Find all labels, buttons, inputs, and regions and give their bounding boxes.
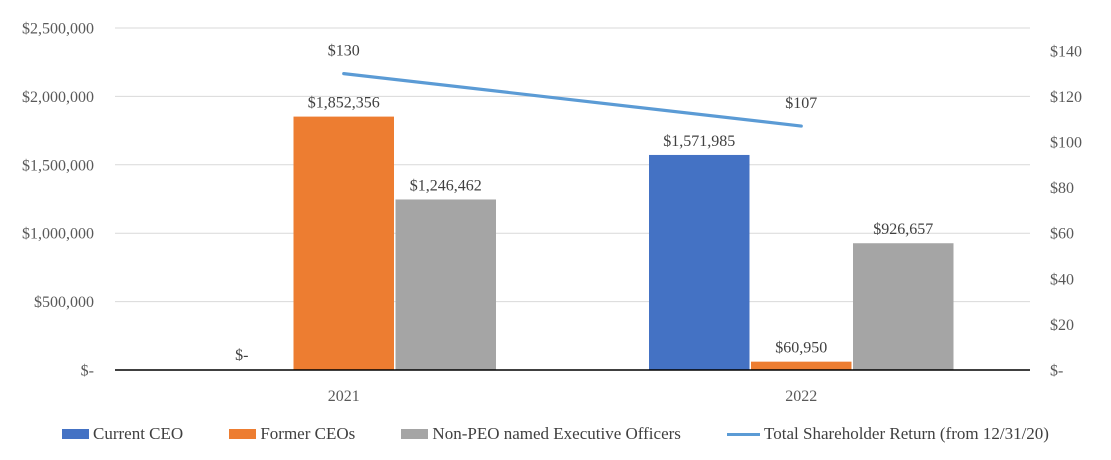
bar-former-ceos-2021 [293,116,394,370]
legend-swatch-current-ceo [62,429,89,439]
legend-item-current-ceo: Current CEO [62,424,183,444]
right-axis-tick-100: $100 [1050,135,1082,152]
right-axis-tick-140: $140 [1050,43,1082,60]
data-label-total-shareholder-return-from-12-31-20-2021: $130 [328,43,360,60]
right-axis-tick-: $- [1050,363,1063,380]
legend-swatch-non-peo-officers [401,429,429,439]
data-label-non-peo-named-executive-officers-2021: $1,246,462 [410,177,482,194]
legend-label-non-peo-officers: Non-PEO named Executive Officers [432,424,681,443]
left-axis-tick-: $- [81,363,94,380]
right-axis-tick-80: $80 [1050,180,1074,197]
legend-label-total-shareholder-return: Total Shareholder Return (from 12/31/20) [764,424,1049,443]
bar-former-ceos-2022 [751,361,852,370]
bar-non-peo-named-executive-officers-2021 [395,199,496,370]
left-axis-tick-1-500-000: $1,500,000 [22,157,94,174]
left-axis-tick-500-000: $500,000 [34,294,94,311]
left-axis-tick-2-000-000: $2,000,000 [22,89,94,106]
data-label-former-ceos-2022: $60,950 [775,340,827,357]
right-axis-tick-60: $60 [1050,226,1074,243]
left-axis-tick-2-500-000: $2,500,000 [22,21,94,38]
data-label-total-shareholder-return-from-12-31-20-2022: $107 [785,95,817,112]
bar-current-ceo-2022 [649,154,750,370]
legend-item-former-ceos: Former CEOs [229,424,355,444]
right-axis-tick-40: $40 [1050,271,1074,288]
category-label-2021: 2021 [328,388,360,405]
right-axis-tick-20: $20 [1050,317,1074,334]
legend-label-former-ceos: Former CEOs [260,424,356,443]
right-axis-tick-120: $120 [1050,89,1082,106]
left-axis-tick-1-000-000: $1,000,000 [22,226,94,243]
bar-non-peo-named-executive-officers-2022 [853,243,954,370]
legend-label-current-ceo: Current CEO [93,424,184,443]
line-total-shareholder-return-from-12-31-20 [342,71,803,128]
category-label-2022: 2022 [785,388,817,405]
legend-line-swatch-total-shareholder-return [727,432,761,436]
legend-swatch-former-ceos [229,429,257,439]
data-label-non-peo-named-executive-officers-2022: $926,657 [873,221,933,238]
data-label-former-ceos-2021: $1,852,356 [308,95,380,112]
chart-legend: Current CEO Former CEOs Non-PEO named Ex… [62,421,1049,447]
data-label-current-ceo-2022: $1,571,985 [663,133,735,150]
legend-item-non-peo-officers: Non-PEO named Executive Officers [401,424,681,444]
data-label-current-ceo-2021: $- [235,347,248,364]
legend-item-total-shareholder-return: Total Shareholder Return (from 12/31/20) [727,424,1049,444]
